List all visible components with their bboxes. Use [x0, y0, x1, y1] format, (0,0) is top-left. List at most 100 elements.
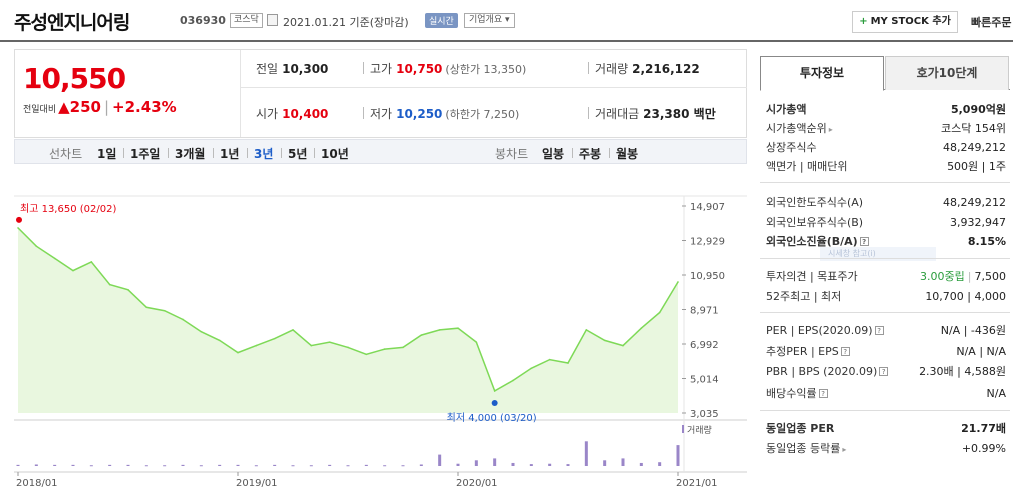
divider	[213, 148, 214, 158]
min-marker	[491, 399, 498, 406]
info-row: 52주최고 | 최저 10,700 | 4,000	[766, 288, 1006, 305]
info-key: 상장주식수	[766, 141, 817, 154]
info-value: 코스닥 154위	[941, 122, 1006, 135]
price-point	[310, 344, 313, 347]
volume-bar	[108, 464, 112, 466]
info-key: 시가총액	[766, 103, 807, 116]
price-chart[interactable]: 14,907 12,929 10,950 8,971 6,992 5,014 3,035 최고…	[14, 180, 747, 496]
current-price: 10,550	[23, 62, 126, 95]
period-tab[interactable]: 10년	[321, 147, 349, 161]
min-annotation: 최저 4,000 (03/20)	[447, 412, 537, 424]
help-icon[interactable]: ?	[879, 367, 889, 376]
price-point	[273, 337, 276, 340]
max-annotation: 최고 13,650 (02/02)	[20, 203, 116, 215]
price-point	[365, 353, 368, 356]
candle-tab[interactable]: 일봉	[542, 147, 565, 161]
volume-bar	[163, 465, 167, 467]
quick-order-link[interactable]: 빠른주문	[971, 16, 1012, 29]
divider	[281, 148, 282, 158]
help-icon[interactable]: ?	[859, 237, 869, 246]
info-value: N/A	[986, 387, 1006, 400]
info-row: 외국인한도주식수(A) 48,249,212	[766, 194, 1006, 211]
price-point	[145, 306, 148, 309]
volume-bar	[511, 462, 515, 466]
price-point	[17, 227, 19, 229]
info-row: 투자의견 | 목표주가 3.00중립 | 7,500	[766, 268, 1006, 285]
volume-value: 2,216,122	[632, 62, 700, 76]
info-key: 동일업종 PER	[766, 422, 835, 435]
mystock-add-label: MY STOCK 추가	[870, 16, 951, 27]
volume-bar	[493, 458, 497, 466]
volume-bar	[126, 464, 130, 466]
volume-bar	[676, 445, 680, 466]
company-name[interactable]: 주성엔지니어링	[14, 12, 130, 34]
price-point	[53, 257, 56, 260]
document-icon[interactable]	[267, 14, 278, 26]
divider	[760, 312, 1010, 313]
help-icon[interactable]: ?	[818, 389, 828, 398]
info-row: 액면가 | 매매단위 500원 | 1주	[766, 158, 1006, 175]
price-point	[328, 341, 331, 343]
info-key: 액면가 | 매매단위	[766, 160, 848, 173]
chart-period-tabs: 선차트 1일 1주일 3개월 1년 3년 5년 10년 봉차트 일봉 주봉 월봉	[14, 139, 747, 164]
stock-code: 036930	[180, 14, 226, 27]
period-tab[interactable]: 5년	[288, 147, 308, 161]
stock-header: 주성엔지니어링 036930 코스닥 2021.01.21 기준(장마감) 실시…	[0, 0, 1013, 42]
price-point	[640, 327, 643, 329]
info-row: 동일업종 PER 21.77배	[766, 420, 1006, 437]
y-tick-label: 6,992	[690, 340, 719, 351]
volume-bar	[621, 458, 625, 466]
tooltip: 시세창 참고(i)	[820, 247, 936, 261]
period-tab[interactable]: 3개월	[175, 147, 206, 161]
max-marker	[16, 216, 22, 223]
divider	[760, 182, 1010, 183]
y-tick-label: 3,035	[690, 409, 719, 420]
period-tab[interactable]: 1일	[97, 147, 117, 161]
help-icon[interactable]: ?	[874, 326, 884, 335]
period-tab[interactable]: 1주일	[130, 147, 161, 161]
candle-tab[interactable]: 월봉	[616, 147, 639, 161]
volume-bar	[291, 465, 295, 467]
info-key: 외국인한도주식수(A)	[766, 196, 864, 209]
price-point	[127, 289, 129, 291]
period-tab-active[interactable]: 3년	[254, 147, 274, 161]
info-row[interactable]: 동일업종 등락률 ▸ +0.99%	[766, 440, 1006, 457]
amount-label: 거래대금	[595, 107, 640, 121]
volume-bar	[236, 464, 240, 466]
realtime-button[interactable]: 실시간	[425, 13, 458, 28]
price-summary: 10,550 전일대비 ▲250 | +2.43% 전일 10,300 고가 10,750…	[14, 49, 747, 138]
high-value: 10,750	[396, 62, 443, 76]
tab-order-book[interactable]: 호가10단계	[885, 56, 1009, 90]
info-key: 시가총액순위 ▸	[766, 122, 833, 135]
info-key: 52주최고 | 최저	[766, 290, 842, 303]
candle-tab[interactable]: 주봉	[579, 147, 602, 161]
divider	[588, 107, 589, 119]
volume-bar	[273, 464, 277, 466]
tab-investment-info[interactable]: 투자정보	[760, 56, 884, 91]
info-key: 동일업종 등락률 ▸	[766, 442, 847, 455]
info-row: 외국인보유주식수(B) 3,932,947	[766, 214, 1006, 231]
info-row[interactable]: 시가총액순위 ▸ 코스닥 154위	[766, 120, 1006, 137]
panel-tabs: 투자정보 호가10단계	[760, 56, 1010, 91]
company-overview-dropdown[interactable]: 기업개요 ▾	[464, 13, 515, 28]
info-value: 10,700 | 4,000	[925, 290, 1006, 303]
volume-bar	[401, 465, 405, 467]
price-point	[218, 339, 221, 342]
volume-bar	[456, 463, 460, 466]
info-key: 외국인보유주식수(B)	[766, 216, 864, 229]
open-price: 시가 10,400	[256, 105, 328, 122]
x-tick-label: 2019/01	[236, 478, 278, 489]
help-icon[interactable]: ?	[840, 347, 850, 356]
volume-bar	[383, 465, 387, 467]
price-point	[163, 309, 166, 312]
price-point	[90, 261, 93, 263]
period-tab[interactable]: 1년	[220, 147, 240, 161]
volume-bar	[328, 464, 332, 466]
high-price: 고가 10,750 (상한가 13,350)	[370, 60, 526, 77]
divider: |	[103, 98, 110, 116]
info-row: 상장주식수 48,249,212	[766, 139, 1006, 156]
price-point	[35, 245, 38, 248]
info-value: N/A | -436원	[940, 324, 1006, 337]
price-point	[292, 329, 294, 331]
mystock-add-button[interactable]: + MY STOCK 추가	[852, 11, 958, 33]
